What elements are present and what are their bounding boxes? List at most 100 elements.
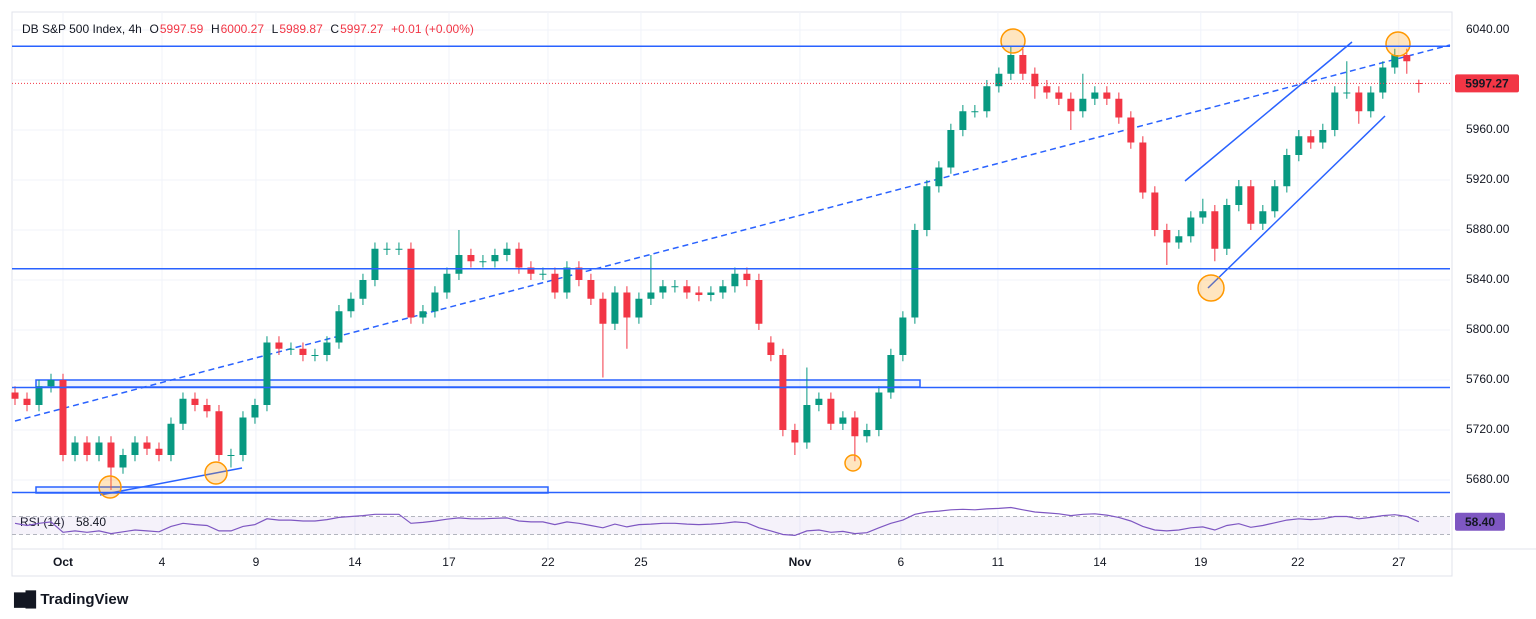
header: DB S&P 500 Index, 4h O5997.59 H6000.27 L… bbox=[22, 22, 475, 36]
candle-body bbox=[1127, 117, 1135, 143]
candle-body bbox=[587, 280, 595, 299]
candle-body bbox=[239, 417, 247, 455]
highlight-circle bbox=[98, 475, 122, 499]
candle-body bbox=[95, 442, 103, 455]
candle-body bbox=[407, 248, 415, 318]
candle-body bbox=[1187, 217, 1195, 237]
candle-body bbox=[839, 417, 847, 424]
candle-body bbox=[1271, 186, 1279, 212]
candle-body bbox=[1235, 186, 1243, 205]
candle-body bbox=[575, 267, 583, 280]
x-tick-label: 19 bbox=[1194, 555, 1208, 569]
candle-body bbox=[131, 442, 139, 455]
y-tick-label: 6040.00 bbox=[1466, 22, 1510, 36]
candle-body bbox=[311, 355, 319, 356]
candle-body bbox=[1355, 92, 1363, 112]
candle-body bbox=[935, 167, 943, 187]
y-tick-label: 5760.00 bbox=[1466, 372, 1510, 386]
channel-line bbox=[1207, 115, 1386, 289]
candle-body bbox=[215, 411, 223, 455]
candle-body bbox=[263, 342, 271, 405]
ohlc-key: H bbox=[210, 22, 220, 36]
candle-body bbox=[371, 248, 379, 280]
candle-body bbox=[1211, 211, 1219, 249]
x-tick-label: 4 bbox=[159, 555, 166, 569]
candle-body bbox=[1295, 136, 1303, 155]
candle-body bbox=[431, 292, 439, 312]
candle-body bbox=[1307, 136, 1315, 143]
candle-body bbox=[767, 342, 775, 355]
annotations bbox=[14, 41, 1451, 496]
highlight-circle bbox=[204, 461, 228, 485]
candle-body bbox=[107, 442, 115, 468]
candle-body bbox=[959, 111, 967, 130]
last-price-box bbox=[1455, 74, 1519, 93]
candle-body bbox=[563, 267, 571, 293]
trend-line bbox=[99, 467, 243, 496]
candle-body bbox=[1079, 98, 1087, 112]
brand: ▇█ TradingView bbox=[14, 590, 128, 608]
candle-body bbox=[251, 405, 259, 418]
candle-body bbox=[155, 448, 163, 455]
candle-body bbox=[1163, 230, 1171, 243]
candle-body bbox=[683, 286, 691, 293]
last-price-label: 5997.27 bbox=[1465, 77, 1509, 91]
ohlc-value: 5989.87 bbox=[279, 22, 323, 36]
candle-body bbox=[539, 273, 547, 275]
candle-body bbox=[659, 286, 667, 293]
candle-body bbox=[143, 442, 151, 449]
candle-body bbox=[779, 355, 787, 430]
candle-body bbox=[1415, 83, 1423, 85]
candle-body bbox=[1139, 142, 1147, 193]
candle-body bbox=[1247, 186, 1255, 224]
candle-body bbox=[875, 392, 883, 430]
rsi-header-value: 58.40 bbox=[76, 515, 106, 529]
ohlc-value: 5997.27 bbox=[340, 22, 384, 36]
x-tick-label: Oct bbox=[53, 555, 73, 569]
highlight-circle bbox=[844, 454, 862, 472]
brand-name: TradingView bbox=[40, 591, 129, 608]
candle-body bbox=[167, 423, 175, 455]
candle-body bbox=[947, 130, 955, 168]
candle-body bbox=[191, 398, 199, 405]
candle-body bbox=[755, 280, 763, 324]
candle-body bbox=[1331, 92, 1339, 130]
ohlc-value: 5997.59 bbox=[159, 22, 204, 36]
candle-body bbox=[227, 455, 235, 456]
candles bbox=[11, 46, 1423, 490]
candle-body bbox=[323, 342, 331, 355]
candle-body bbox=[11, 392, 19, 399]
candle-body bbox=[611, 292, 619, 324]
candle-body bbox=[1031, 73, 1039, 87]
x-tick-label: 14 bbox=[1093, 555, 1107, 569]
candle-body bbox=[359, 280, 367, 299]
candle-body bbox=[1343, 92, 1351, 94]
candle-body bbox=[491, 255, 499, 262]
candle-body bbox=[1403, 55, 1411, 62]
candle-body bbox=[863, 430, 871, 437]
zone-box bbox=[35, 379, 921, 388]
candle-body bbox=[59, 380, 67, 455]
candle-body bbox=[731, 273, 739, 287]
candle-body bbox=[1019, 55, 1027, 74]
candle-body bbox=[119, 455, 127, 468]
candle-body bbox=[599, 298, 607, 324]
candle-body bbox=[527, 267, 535, 274]
candle-body bbox=[1259, 211, 1267, 224]
rsi-line bbox=[14, 506, 1420, 537]
x-tick-label: 25 bbox=[634, 555, 648, 569]
candle-body bbox=[1091, 92, 1099, 99]
ohlc-key: L bbox=[271, 22, 279, 36]
highlight-circle bbox=[1385, 31, 1411, 57]
candle-body bbox=[1151, 192, 1159, 230]
candle-body bbox=[203, 405, 211, 412]
rsi-value-box bbox=[1455, 512, 1505, 531]
rsi-title: RSI (14) bbox=[20, 515, 65, 529]
candle-body bbox=[791, 430, 799, 443]
x-tick-label: 22 bbox=[541, 555, 555, 569]
symbol-title: DB S&P 500 Index, 4h bbox=[22, 22, 142, 36]
x-tick-label: 14 bbox=[348, 555, 362, 569]
candle-body bbox=[887, 355, 895, 393]
x-tick-label: 9 bbox=[253, 555, 260, 569]
